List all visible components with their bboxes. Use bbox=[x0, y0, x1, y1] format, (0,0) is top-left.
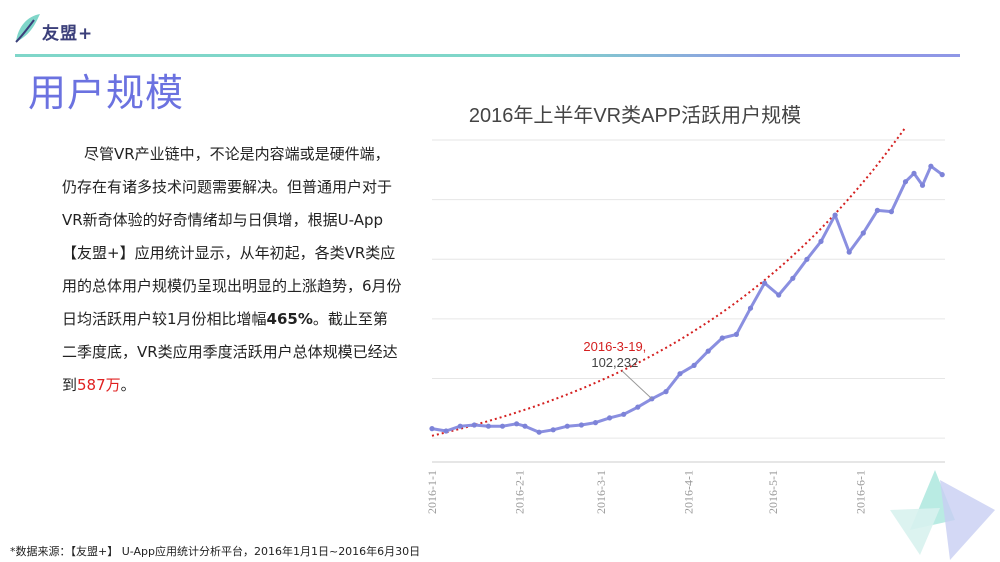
data-point bbox=[874, 207, 880, 213]
data-point bbox=[677, 371, 683, 377]
data-point bbox=[705, 348, 711, 354]
data-point bbox=[919, 182, 926, 188]
data-point bbox=[939, 172, 945, 178]
data-point bbox=[733, 331, 739, 337]
header-divider bbox=[15, 54, 960, 57]
data-point bbox=[635, 404, 641, 410]
trend-curve bbox=[431, 127, 906, 437]
body-text-part1: 尽管VR产业链中，不论是内容端或是硬件端，仍存在有诸多技术问题需要解决。但普通用… bbox=[62, 145, 402, 328]
data-point bbox=[776, 292, 782, 298]
data-point bbox=[550, 427, 556, 433]
body-paragraph: 尽管VR产业链中，不论是内容端或是硬件端，仍存在有诸多技术问题需要解决。但普通用… bbox=[62, 138, 402, 402]
data-point bbox=[564, 423, 570, 429]
annotation-value: 102,232 bbox=[591, 355, 638, 370]
body-text-part2: 。截止至第二季度底，VR类应用季度活跃用户总体规模已经达到 bbox=[62, 310, 398, 394]
data-point bbox=[663, 389, 669, 395]
chart-title: 2016年上半年VR类APP活跃用户规模 bbox=[469, 104, 801, 127]
data-point bbox=[902, 179, 909, 185]
x-tick-label: 2016-1-1 bbox=[425, 470, 439, 514]
annotation-leader bbox=[621, 370, 653, 400]
data-point bbox=[790, 275, 796, 281]
x-tick-label: 2016-6-1 bbox=[853, 470, 867, 514]
series-path bbox=[431, 164, 944, 434]
data-point bbox=[485, 423, 491, 429]
data-point bbox=[536, 429, 542, 435]
data-point bbox=[522, 423, 528, 429]
annotation-date: 2016-3-19, bbox=[583, 339, 646, 354]
chart-grid bbox=[432, 139, 945, 463]
data-point bbox=[514, 421, 520, 427]
data-point bbox=[429, 426, 435, 432]
data-point bbox=[499, 423, 506, 429]
leaf-logo-icon bbox=[15, 14, 40, 43]
data-point bbox=[888, 209, 894, 215]
data-point bbox=[860, 230, 866, 236]
brand-logo bbox=[12, 12, 132, 52]
total-users-highlight: 587万 bbox=[77, 376, 121, 394]
page-title: 用户规模 bbox=[28, 71, 185, 115]
data-point bbox=[443, 428, 449, 434]
data-point bbox=[911, 170, 917, 176]
data-point bbox=[747, 305, 754, 311]
series-line bbox=[429, 163, 945, 435]
growth-percent: 465% bbox=[266, 310, 313, 328]
x-tick-label: 2016-2-1 bbox=[512, 470, 526, 514]
data-point bbox=[832, 212, 838, 218]
data-source-footnote: *数据来源：【友盟+】 U-App应用统计分析平台，2016年1月1日~2016… bbox=[10, 545, 421, 558]
data-point bbox=[607, 415, 613, 421]
data-point bbox=[691, 362, 697, 368]
x-tick-label: 2016-4-1 bbox=[682, 470, 696, 514]
data-point bbox=[592, 420, 599, 426]
decorative-triangles bbox=[890, 470, 995, 560]
data-point bbox=[818, 238, 824, 244]
data-point bbox=[621, 411, 627, 417]
brand-name: 友盟+ bbox=[42, 24, 94, 44]
data-point bbox=[471, 422, 477, 428]
data-point bbox=[719, 335, 725, 341]
data-point bbox=[928, 163, 934, 169]
data-point bbox=[578, 422, 584, 428]
active-users-chart: 2016年上半年VR类APP活跃用户规模 2016-1-1 2016-2-1 201… bbox=[425, 104, 945, 514]
body-text-part3: 。 bbox=[120, 376, 136, 394]
peak-annotation: 2016-3-19, 102,232 bbox=[583, 339, 653, 400]
data-point bbox=[457, 423, 463, 429]
data-point bbox=[804, 256, 810, 262]
trend-line bbox=[431, 127, 906, 437]
data-point bbox=[846, 249, 852, 255]
x-tick-label: 2016-5-1 bbox=[766, 470, 780, 514]
data-point bbox=[762, 280, 768, 286]
x-tick-label: 2016-3-1 bbox=[594, 470, 608, 514]
x-axis-ticks: 2016-1-1 2016-2-1 2016-3-1 2016-4-1 2016-5-1… bbox=[425, 470, 867, 514]
